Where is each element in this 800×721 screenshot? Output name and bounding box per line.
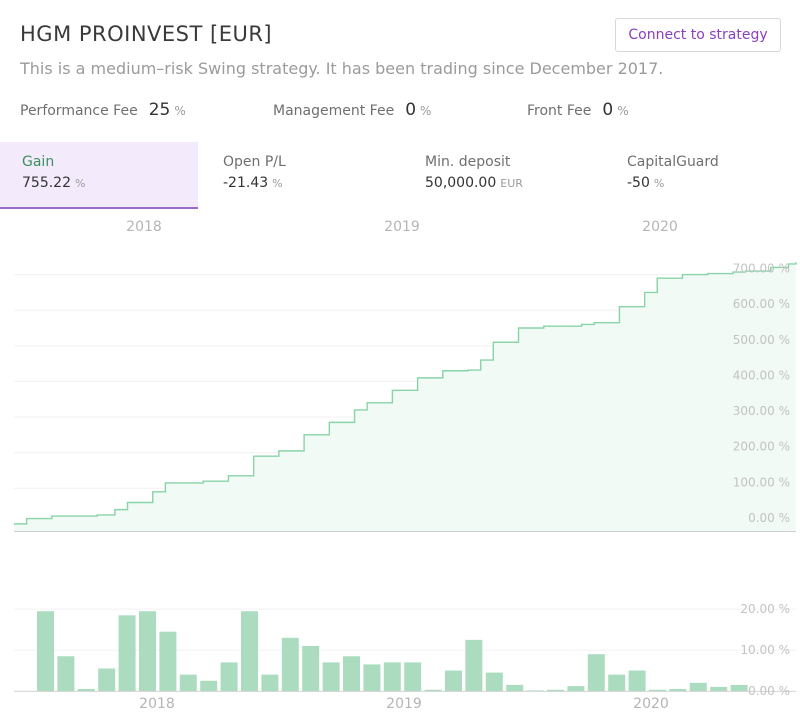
bar-32 bbox=[689, 682, 707, 691]
bar-33 bbox=[710, 686, 728, 691]
bar-9 bbox=[220, 662, 238, 691]
bar-11 bbox=[261, 674, 279, 691]
bar-y-tick-label: 10.00 % bbox=[740, 643, 790, 657]
front-fee: Front Fee 0 % bbox=[527, 100, 629, 120]
bar-24 bbox=[526, 690, 544, 691]
fee-label: Front Fee bbox=[527, 103, 592, 119]
bar-17 bbox=[383, 662, 401, 691]
tab-label: Open P/L bbox=[223, 154, 286, 170]
tab-label: Min. deposit bbox=[425, 154, 511, 170]
bar-30 bbox=[649, 689, 666, 691]
gain-area-fill bbox=[14, 262, 796, 531]
tab-value: 755.22% bbox=[22, 175, 198, 191]
bar-y-tick-label: 20.00 % bbox=[740, 602, 790, 616]
fees-row: Performance Fee 25 % Management Fee 0 % … bbox=[0, 100, 800, 122]
tab-value: -50% bbox=[627, 175, 800, 191]
tab-unit: % bbox=[75, 177, 86, 190]
bar-y-tick-label: 0.00 % bbox=[748, 684, 790, 698]
fee-label: Performance Fee bbox=[20, 103, 138, 119]
tab-number: -50 bbox=[627, 175, 650, 191]
fee-value: 0 bbox=[602, 100, 614, 120]
tab-value: -21.43% bbox=[223, 175, 401, 191]
bottom-year-label-2019: 2019 bbox=[386, 696, 422, 712]
bar-6 bbox=[159, 631, 177, 691]
management-fee: Management Fee 0 % bbox=[273, 100, 431, 120]
fee-unit: % bbox=[420, 104, 432, 118]
tab-number: 755.22 bbox=[22, 175, 71, 191]
fee-value: 0 bbox=[405, 100, 417, 120]
tab-unit: % bbox=[653, 177, 665, 190]
bottom-year-label-2018: 2018 bbox=[139, 696, 175, 712]
performance-fee: Performance Fee 25 % bbox=[20, 100, 186, 120]
bar-23 bbox=[506, 684, 524, 691]
bottom-year-label-2020: 2020 bbox=[633, 696, 669, 712]
bar-1 bbox=[57, 656, 75, 691]
area-y-tick-label: 500.00 % bbox=[733, 333, 790, 347]
bar-5 bbox=[139, 611, 156, 691]
bar-10 bbox=[241, 611, 258, 691]
area-y-tick-label: 0.00 % bbox=[748, 511, 790, 525]
area-y-tick-label: 100.00 % bbox=[733, 475, 790, 489]
bar-8 bbox=[200, 680, 218, 691]
tab-number: 50,000.00 bbox=[425, 175, 497, 191]
bar-27 bbox=[587, 654, 605, 691]
bar-28 bbox=[608, 674, 626, 691]
gain-line bbox=[14, 262, 797, 525]
bar-0 bbox=[37, 611, 54, 691]
bar-26 bbox=[567, 686, 585, 691]
fee-label: Management Fee bbox=[273, 103, 395, 119]
tab-capitalguard[interactable]: CapitalGuard -50% bbox=[605, 142, 800, 209]
top-year-label-2019: 2019 bbox=[384, 219, 420, 235]
top-year-label-2020: 2020 bbox=[642, 219, 678, 235]
area-y-tick-label: 300.00 % bbox=[733, 404, 790, 418]
bar-3 bbox=[98, 668, 116, 691]
bar-18 bbox=[404, 662, 422, 691]
bar-12 bbox=[281, 637, 299, 691]
connect-to-strategy-button[interactable]: Connect to strategy bbox=[615, 18, 781, 52]
tab-min-deposit[interactable]: Min. deposit 50,000.00 EUR bbox=[403, 142, 603, 209]
fee-value: 25 bbox=[148, 100, 171, 120]
page-title: HGM PROINVEST [EUR] bbox=[20, 22, 273, 46]
bar-21 bbox=[465, 639, 483, 691]
bar-7 bbox=[179, 674, 197, 691]
bar-13 bbox=[302, 646, 320, 691]
fee-unit: % bbox=[617, 104, 629, 118]
tab-label: CapitalGuard bbox=[627, 154, 719, 170]
metric-tabs: Gain 755.22% Open P/L -21.43% Min. depos… bbox=[0, 142, 800, 210]
tab-open-pl[interactable]: Open P/L -21.43% bbox=[201, 142, 401, 209]
tab-gain[interactable]: Gain 755.22% bbox=[0, 142, 198, 209]
area-y-tick-label: 200.00 % bbox=[733, 440, 790, 454]
tab-label: Gain bbox=[22, 154, 55, 170]
tab-number: -21.43 bbox=[223, 175, 269, 191]
bar-29 bbox=[628, 670, 646, 691]
bar-31 bbox=[669, 688, 687, 691]
fee-unit: % bbox=[174, 104, 186, 118]
bar-2 bbox=[77, 688, 95, 691]
bar-4 bbox=[118, 615, 136, 691]
area-y-tick-label: 600.00 % bbox=[733, 297, 790, 311]
bar-19 bbox=[424, 689, 442, 691]
tab-unit: EUR bbox=[500, 177, 523, 190]
bar-14 bbox=[322, 662, 340, 691]
strategy-description: This is a medium–risk Swing strategy. It… bbox=[20, 59, 664, 78]
bar-20 bbox=[445, 670, 462, 691]
bar-22 bbox=[485, 672, 503, 691]
area-y-tick-label: 700.00 % bbox=[733, 262, 790, 276]
bar-16 bbox=[363, 664, 381, 691]
tab-value: 50,000.00 EUR bbox=[425, 175, 603, 191]
tab-unit: % bbox=[272, 177, 283, 190]
bar-25 bbox=[547, 689, 564, 691]
bar-34 bbox=[730, 684, 748, 691]
top-year-label-2018: 2018 bbox=[126, 219, 162, 235]
bar-15 bbox=[343, 656, 360, 691]
area-y-tick-label: 400.00 % bbox=[733, 368, 790, 382]
